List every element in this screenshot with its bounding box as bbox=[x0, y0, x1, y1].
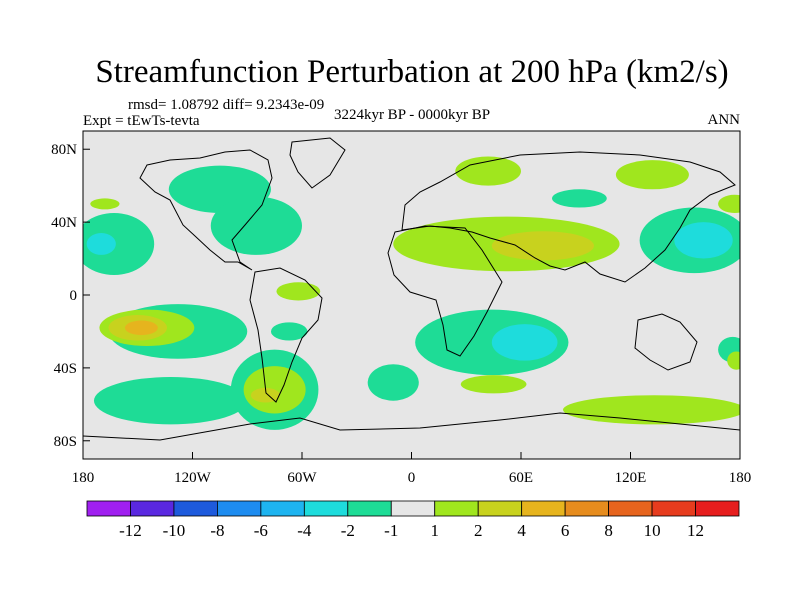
colorbar-swatch bbox=[216, 500, 262, 517]
y-tick-label: 40S bbox=[54, 361, 77, 377]
contour-region-17 bbox=[491, 231, 594, 261]
period-label: 3224kyr BP - 0000kyr BP bbox=[334, 107, 490, 123]
contour-regions bbox=[83, 156, 740, 430]
coastline-south-america bbox=[249, 267, 323, 403]
colorbar-label: 1 bbox=[430, 521, 439, 540]
coastline-australia bbox=[634, 313, 698, 371]
colorbar-swatch bbox=[130, 500, 175, 517]
x-tick-label: 0 bbox=[408, 470, 416, 486]
y-tick-label: 80N bbox=[51, 142, 77, 158]
y-tick-label: 0 bbox=[70, 288, 78, 304]
colorbar-swatch bbox=[347, 500, 392, 517]
coastline-africa bbox=[387, 225, 503, 357]
colorbar-swatch bbox=[86, 500, 131, 517]
x-tick-label: 60E bbox=[509, 470, 533, 486]
colorbar-label: -2 bbox=[341, 521, 355, 540]
colorbar-swatch bbox=[260, 500, 305, 517]
contour-region-22 bbox=[552, 189, 607, 208]
colorbar-label: -1 bbox=[384, 521, 398, 540]
contour-region-13 bbox=[276, 282, 321, 301]
contour-region-8 bbox=[124, 320, 158, 336]
x-tick-label: 60W bbox=[287, 470, 317, 486]
colorbar-swatch bbox=[695, 500, 740, 517]
x-axis: 180 120W 60W 0 60E 120E 180 bbox=[72, 452, 752, 486]
colorbar-label: -10 bbox=[163, 521, 186, 540]
contour-region-9 bbox=[93, 377, 248, 425]
contour-region-15 bbox=[367, 364, 419, 401]
colorbar-label: 8 bbox=[604, 521, 613, 540]
x-tick-label: 180 bbox=[72, 470, 95, 486]
contour-region-20 bbox=[460, 375, 527, 394]
contour-region-21 bbox=[455, 156, 521, 186]
chart-title: Streamfunction Perturbation at 200 hPa (… bbox=[95, 54, 728, 90]
colorbar-swatch bbox=[521, 500, 566, 517]
colorbar-label: 2 bbox=[474, 521, 483, 540]
coastline-north-america bbox=[139, 149, 273, 271]
contour-region-29 bbox=[563, 395, 740, 425]
colorbar-label: 4 bbox=[517, 521, 526, 540]
colorbar-swatch bbox=[390, 500, 436, 517]
colorbar-label: 12 bbox=[687, 521, 704, 540]
contour-region-28 bbox=[727, 351, 740, 370]
colorbar-swatch bbox=[434, 500, 479, 517]
x-tick-label: 120W bbox=[174, 470, 212, 486]
colorbar-swatch bbox=[564, 500, 610, 517]
colorbar: -12 -10 -8 -6 -4 -2 -1 1 2 4 6 8 10 12 bbox=[86, 500, 740, 540]
contour-region-19 bbox=[491, 324, 558, 361]
contour-region-26 bbox=[718, 194, 740, 213]
x-tick-label: 120E bbox=[615, 470, 647, 486]
colorbar-label: -12 bbox=[119, 521, 142, 540]
contour-region-14 bbox=[270, 322, 308, 341]
x-tick-label: 180 bbox=[729, 470, 752, 486]
coastline-greenland bbox=[289, 137, 346, 189]
experiment-label: Expt = tEwTs-tevta bbox=[83, 113, 200, 129]
coastline-eurasia bbox=[401, 151, 736, 283]
colorbar-label: 10 bbox=[644, 521, 661, 540]
y-tick-label: 80S bbox=[54, 434, 77, 450]
colorbar-swatch bbox=[608, 500, 653, 517]
contour-region-3 bbox=[86, 233, 116, 255]
colorbar-swatch bbox=[303, 500, 349, 517]
colorbar-swatch bbox=[173, 500, 218, 517]
contour-region-4 bbox=[90, 198, 120, 210]
stats-label: rmsd= 1.08792 diff= 9.2343e-09 bbox=[128, 97, 324, 113]
contour-region-25 bbox=[674, 222, 733, 259]
contour-region-2 bbox=[83, 213, 155, 275]
y-axis: 80N 40N 0 40S 80S bbox=[51, 142, 90, 450]
colorbar-swatch bbox=[477, 500, 523, 517]
coastlines bbox=[83, 137, 740, 441]
contour-region-1 bbox=[210, 196, 302, 255]
colorbar-swatch bbox=[651, 500, 696, 517]
coastline-antarctica bbox=[83, 412, 740, 441]
contour-region-23 bbox=[615, 160, 689, 190]
colorbar-label: -8 bbox=[210, 521, 224, 540]
y-tick-label: 40N bbox=[51, 215, 77, 231]
colorbar-label: 6 bbox=[561, 521, 570, 540]
colorbar-label: -6 bbox=[254, 521, 268, 540]
colorbar-label: -4 bbox=[297, 521, 312, 540]
season-label: ANN bbox=[708, 112, 741, 128]
